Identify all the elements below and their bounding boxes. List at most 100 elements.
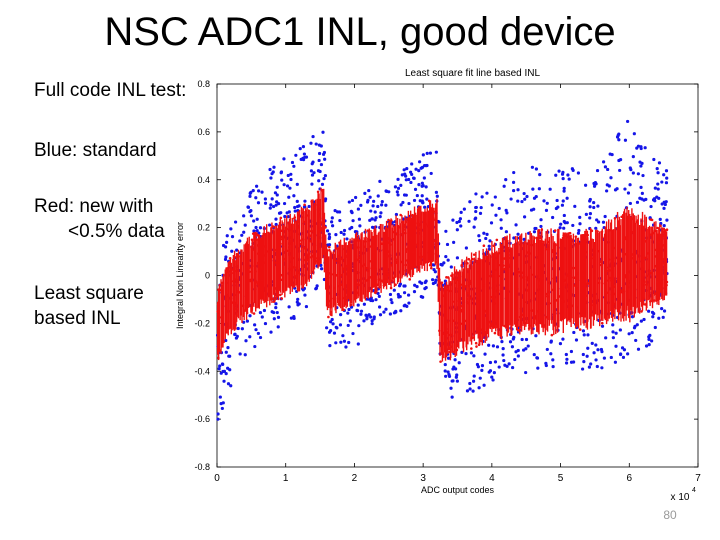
data-point xyxy=(657,316,661,320)
data-point xyxy=(235,334,239,338)
data-point xyxy=(446,356,451,360)
data-point xyxy=(504,230,509,234)
data-point xyxy=(405,304,409,308)
data-point xyxy=(320,267,324,271)
data-point xyxy=(325,326,329,330)
data-point xyxy=(262,233,266,237)
data-point xyxy=(257,235,261,239)
data-point xyxy=(545,315,549,319)
data-point xyxy=(291,256,295,260)
data-point xyxy=(229,384,233,388)
data-point xyxy=(523,197,527,201)
data-point xyxy=(356,283,360,286)
data-point xyxy=(657,240,661,244)
data-point xyxy=(286,173,290,178)
data-point xyxy=(357,324,361,328)
data-point xyxy=(442,332,446,335)
data-point xyxy=(664,169,669,173)
data-point xyxy=(356,246,360,249)
data-point xyxy=(252,229,256,233)
data-point xyxy=(430,207,434,210)
data-point xyxy=(551,215,555,220)
data-point xyxy=(494,213,498,217)
data-point xyxy=(260,278,264,282)
data-point xyxy=(377,305,382,309)
data-point xyxy=(501,353,505,357)
data-point xyxy=(534,334,538,338)
data-point xyxy=(558,341,563,346)
data-point xyxy=(370,265,373,269)
data-point xyxy=(380,242,384,246)
data-point xyxy=(348,276,351,280)
data-point xyxy=(402,304,406,308)
data-point xyxy=(235,255,238,259)
data-point xyxy=(643,303,647,306)
data-point xyxy=(600,350,604,354)
data-point xyxy=(560,172,565,176)
data-point xyxy=(279,216,283,220)
data-point xyxy=(326,259,330,262)
data-point xyxy=(362,302,366,306)
data-point xyxy=(623,187,627,191)
data-point xyxy=(662,230,665,234)
data-point xyxy=(505,211,509,215)
data-point xyxy=(256,233,259,237)
data-point xyxy=(480,364,485,368)
data-point xyxy=(368,276,372,279)
data-point xyxy=(318,169,322,174)
data-point xyxy=(440,263,444,267)
data-point xyxy=(350,225,354,230)
data-point xyxy=(342,308,345,312)
data-point xyxy=(310,173,315,177)
data-point xyxy=(335,326,339,330)
data-point xyxy=(569,349,574,354)
data-point xyxy=(228,262,232,265)
data-point xyxy=(303,258,307,262)
data-point xyxy=(581,265,584,269)
data-point xyxy=(563,234,566,238)
data-point xyxy=(560,203,565,207)
data-point xyxy=(274,222,278,227)
data-point xyxy=(550,333,554,337)
data-point xyxy=(419,252,423,255)
data-point xyxy=(492,371,496,375)
data-point xyxy=(661,227,665,231)
data-point xyxy=(434,243,438,246)
data-point xyxy=(452,350,456,354)
data-point xyxy=(459,224,463,228)
data-point xyxy=(572,276,576,279)
data-point xyxy=(472,374,476,378)
data-point xyxy=(340,283,343,287)
data-point xyxy=(546,295,550,298)
data-point xyxy=(518,315,522,319)
data-point xyxy=(528,324,531,327)
data-point xyxy=(295,300,299,304)
data-point xyxy=(366,289,370,293)
data-point xyxy=(293,216,297,219)
data-point xyxy=(412,290,417,294)
data-point xyxy=(455,220,459,225)
note-full-code: Full code INL test: xyxy=(34,78,186,103)
data-point xyxy=(603,282,607,285)
data-point xyxy=(227,265,231,269)
data-point xyxy=(665,176,669,180)
data-point xyxy=(462,312,465,315)
data-point xyxy=(535,356,540,360)
data-point xyxy=(309,169,313,173)
data-point xyxy=(531,309,534,312)
data-point xyxy=(493,195,497,199)
data-point xyxy=(475,345,478,348)
data-point xyxy=(323,199,327,203)
data-point xyxy=(271,297,274,301)
data-point xyxy=(249,214,253,218)
data-point xyxy=(402,168,406,172)
data-point xyxy=(622,348,627,352)
data-point xyxy=(233,301,236,305)
data-point xyxy=(428,151,433,155)
data-point xyxy=(294,153,298,157)
data-point xyxy=(575,307,579,311)
data-point xyxy=(512,189,516,193)
data-point xyxy=(450,379,454,383)
data-point xyxy=(582,333,586,337)
data-point xyxy=(376,204,380,209)
